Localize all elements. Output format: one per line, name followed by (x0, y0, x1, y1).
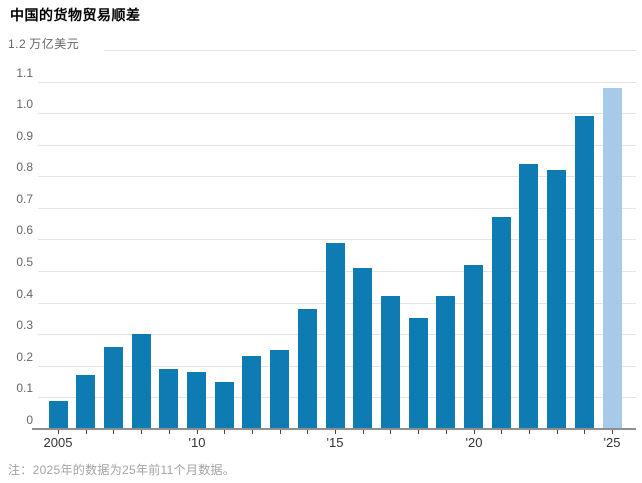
x-axis-tick (335, 430, 336, 434)
gridline (38, 239, 636, 240)
x-axis-tick (390, 430, 391, 434)
chart-title: 中国的货物贸易顺差 (10, 7, 141, 23)
bar-2022 (519, 164, 538, 429)
bar-2024 (575, 116, 594, 429)
x-axis-tick (584, 430, 585, 434)
y-axis-unit-label: 万亿美元 (29, 37, 80, 51)
x-axis-tick (169, 430, 170, 434)
gridline (38, 208, 636, 209)
y-axis-label: 0.4 (16, 287, 33, 301)
gridline (38, 82, 636, 83)
x-axis-tick (529, 430, 530, 434)
x-axis-tick (612, 430, 613, 434)
bar-2012 (242, 356, 261, 429)
y-axis-label: 0 (26, 413, 33, 427)
y-axis-label: 0.9 (16, 129, 33, 143)
bar-2008 (132, 334, 151, 429)
x-axis-label: '25 (603, 435, 621, 450)
x-axis-tick (280, 430, 281, 434)
x-axis-tick (86, 430, 87, 434)
x-axis-tick (446, 430, 447, 434)
bar-2007 (104, 347, 123, 429)
bar-2018 (409, 318, 428, 429)
bar-2020 (464, 265, 483, 429)
x-axis-tick (197, 430, 198, 434)
y-axis-label: 0.1 (16, 381, 33, 395)
x-axis-tick (252, 430, 253, 434)
y-axis-label: 0.7 (16, 192, 33, 206)
bar-2016 (353, 268, 372, 429)
y-axis-label: 1.0 (16, 97, 33, 111)
gridline (104, 50, 636, 51)
y-axis-label: 0.8 (16, 160, 33, 174)
bar-2025 (603, 88, 622, 429)
x-axis-tick (474, 430, 475, 434)
x-axis-label: '10 (188, 435, 206, 450)
x-axis-label: '20 (465, 435, 483, 450)
bar-2021 (492, 217, 511, 429)
gridline (38, 113, 636, 114)
y-axis-label: 0.2 (16, 350, 33, 364)
y-axis-label: 0.6 (16, 223, 33, 237)
gridline (38, 176, 636, 177)
bar-2019 (436, 296, 455, 429)
bar-2009 (159, 369, 178, 429)
x-axis-tick (58, 430, 59, 434)
y-axis-label: 0.3 (16, 318, 33, 332)
y-axis-top-tick: 1.2 (8, 37, 27, 51)
bar-2014 (298, 309, 317, 429)
bar-2017 (381, 296, 400, 429)
y-axis-label: 1.1 (16, 66, 33, 80)
x-axis-tick (224, 430, 225, 434)
x-axis-baseline (32, 428, 636, 430)
bar-2023 (547, 170, 566, 429)
x-axis-label: 2005 (43, 435, 73, 450)
bar-2011 (215, 382, 234, 429)
x-axis-tick (363, 430, 364, 434)
chart-footnote: 注：2025年的数据为25年前11个月数据。 (8, 463, 236, 477)
x-axis-tick (113, 430, 114, 434)
gridline (38, 145, 636, 146)
bar-2006 (76, 375, 95, 429)
bar-2013 (270, 350, 289, 429)
x-axis-tick (141, 430, 142, 434)
bar-2010 (187, 372, 206, 429)
y-axis-top-label: 1.2 万亿美元 (8, 35, 79, 52)
x-axis-tick (501, 430, 502, 434)
bar-2005 (49, 401, 68, 429)
x-axis-tick (307, 430, 308, 434)
bar-2015 (326, 243, 345, 429)
x-axis-label: '15 (326, 435, 344, 450)
y-axis-label: 0.5 (16, 255, 33, 269)
x-axis-tick (557, 430, 558, 434)
x-axis-tick (418, 430, 419, 434)
